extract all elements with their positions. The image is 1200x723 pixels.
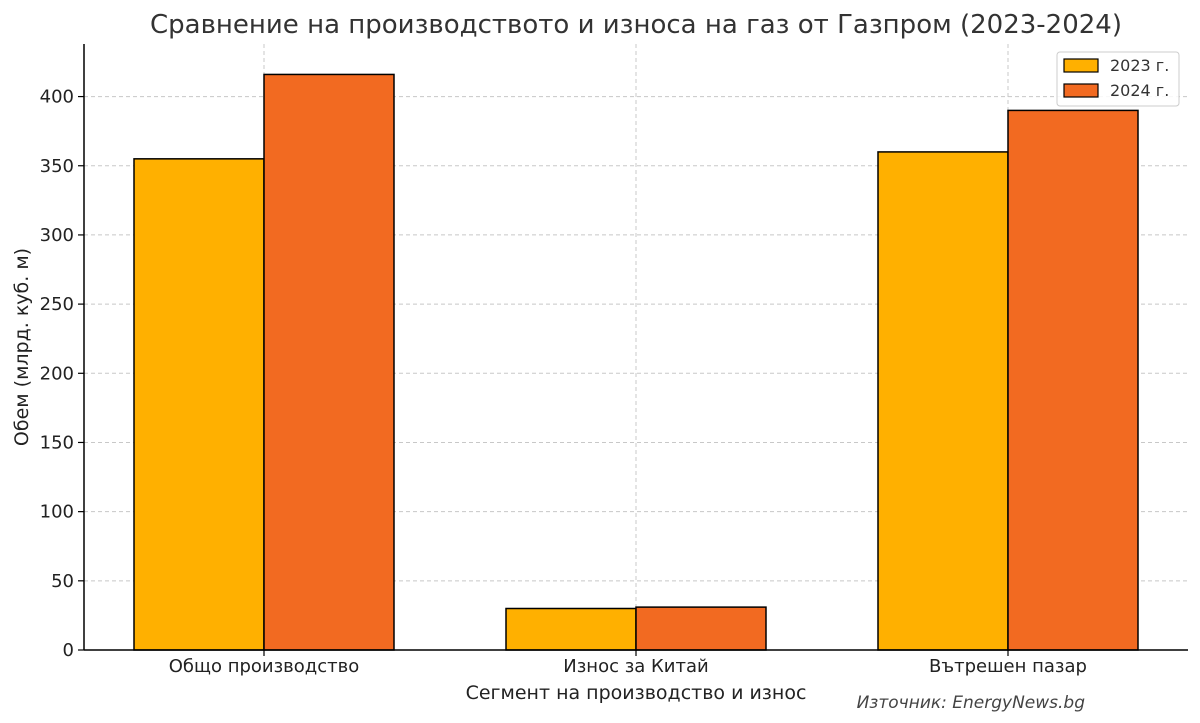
- bars: [133, 73, 1139, 651]
- legend-swatch-1: [1063, 83, 1099, 98]
- bar-series-0-cat-1: [505, 607, 637, 651]
- source-note: Източник: EnergyNews.bg: [857, 693, 1086, 713]
- legend-label-0: 2023 г.: [1110, 56, 1169, 75]
- legend-label-1: 2024 г.: [1110, 81, 1169, 100]
- legend-swatch-0: [1063, 58, 1099, 73]
- y-tick-label: 400: [40, 87, 74, 108]
- bar-series-1-cat-0: [263, 73, 395, 651]
- y-axis-ticks: 0 50 100 150 200 250 300 350 400: [40, 87, 84, 661]
- x-axis-label: Сегмент на производство и износ: [466, 682, 807, 704]
- y-tick-label: 0: [63, 640, 74, 661]
- y-tick-label: 200: [40, 363, 74, 384]
- x-tick-label: Вътрешен пазар: [929, 656, 1087, 677]
- y-tick-label: 350: [40, 156, 74, 177]
- y-tick-label: 100: [40, 502, 74, 523]
- bar-series-1-cat-2: [1007, 109, 1139, 651]
- x-tick-label: Износ за Китай: [563, 656, 708, 677]
- x-axis-ticks: Общо производство Износ за Китай Вътрешен …: [169, 650, 1087, 677]
- y-tick-label: 150: [40, 432, 74, 453]
- bar-series-0-cat-2: [877, 151, 1009, 651]
- x-tick-label: Общо производство: [169, 656, 360, 677]
- y-tick-label: 300: [40, 225, 74, 246]
- y-tick-label: 50: [51, 571, 74, 592]
- bar-series-1-cat-1: [635, 606, 767, 651]
- bar-series-0-cat-0: [133, 158, 265, 651]
- chart-title: Сравнение на производството и износа на …: [150, 10, 1122, 40]
- y-axis-label: Обем (млрд. куб. м): [11, 248, 33, 446]
- legend: 2023 г. 2024 г.: [1056, 51, 1180, 107]
- y-tick-label: 250: [40, 294, 74, 315]
